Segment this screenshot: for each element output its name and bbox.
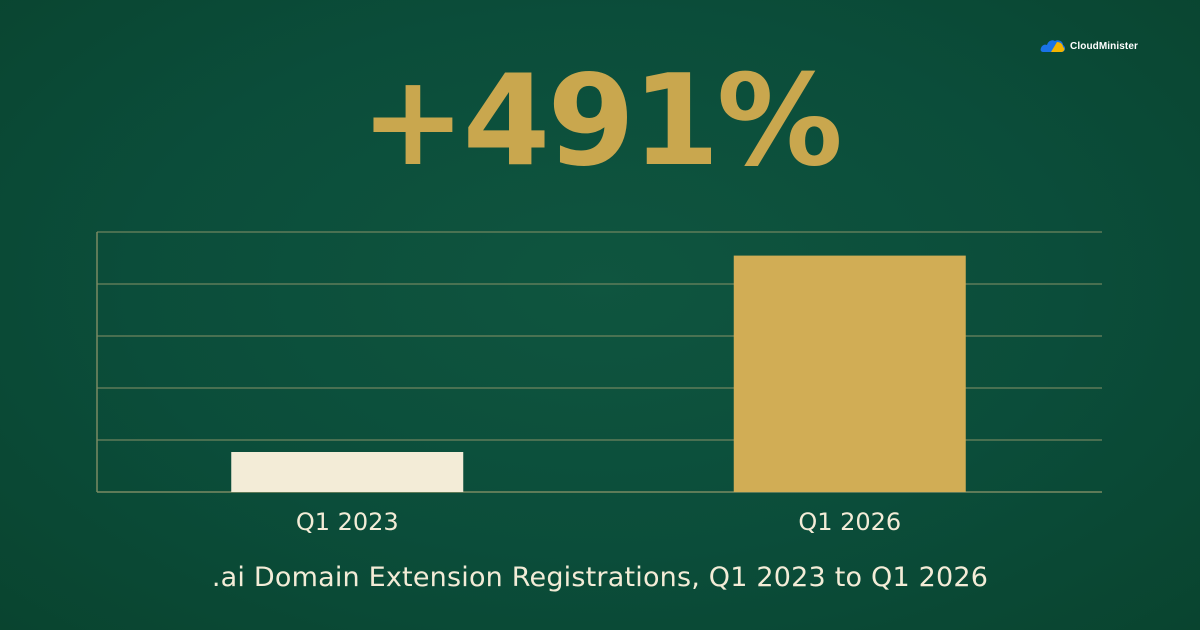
brand-logo: CloudMinister bbox=[1040, 36, 1138, 56]
chart-title: .ai Domain Extension Registrations, Q1 2… bbox=[211, 562, 989, 593]
headline-percent-change: +491% bbox=[360, 47, 843, 194]
x-tick-label: Q1 2023 bbox=[296, 508, 399, 536]
bar-q1-2023 bbox=[231, 452, 464, 492]
bar-q1-2026 bbox=[733, 255, 966, 492]
brand-name: CloudMinister bbox=[1070, 40, 1138, 52]
cloud-logo-icon bbox=[1040, 36, 1066, 56]
x-tick-label: Q1 2026 bbox=[798, 508, 901, 536]
